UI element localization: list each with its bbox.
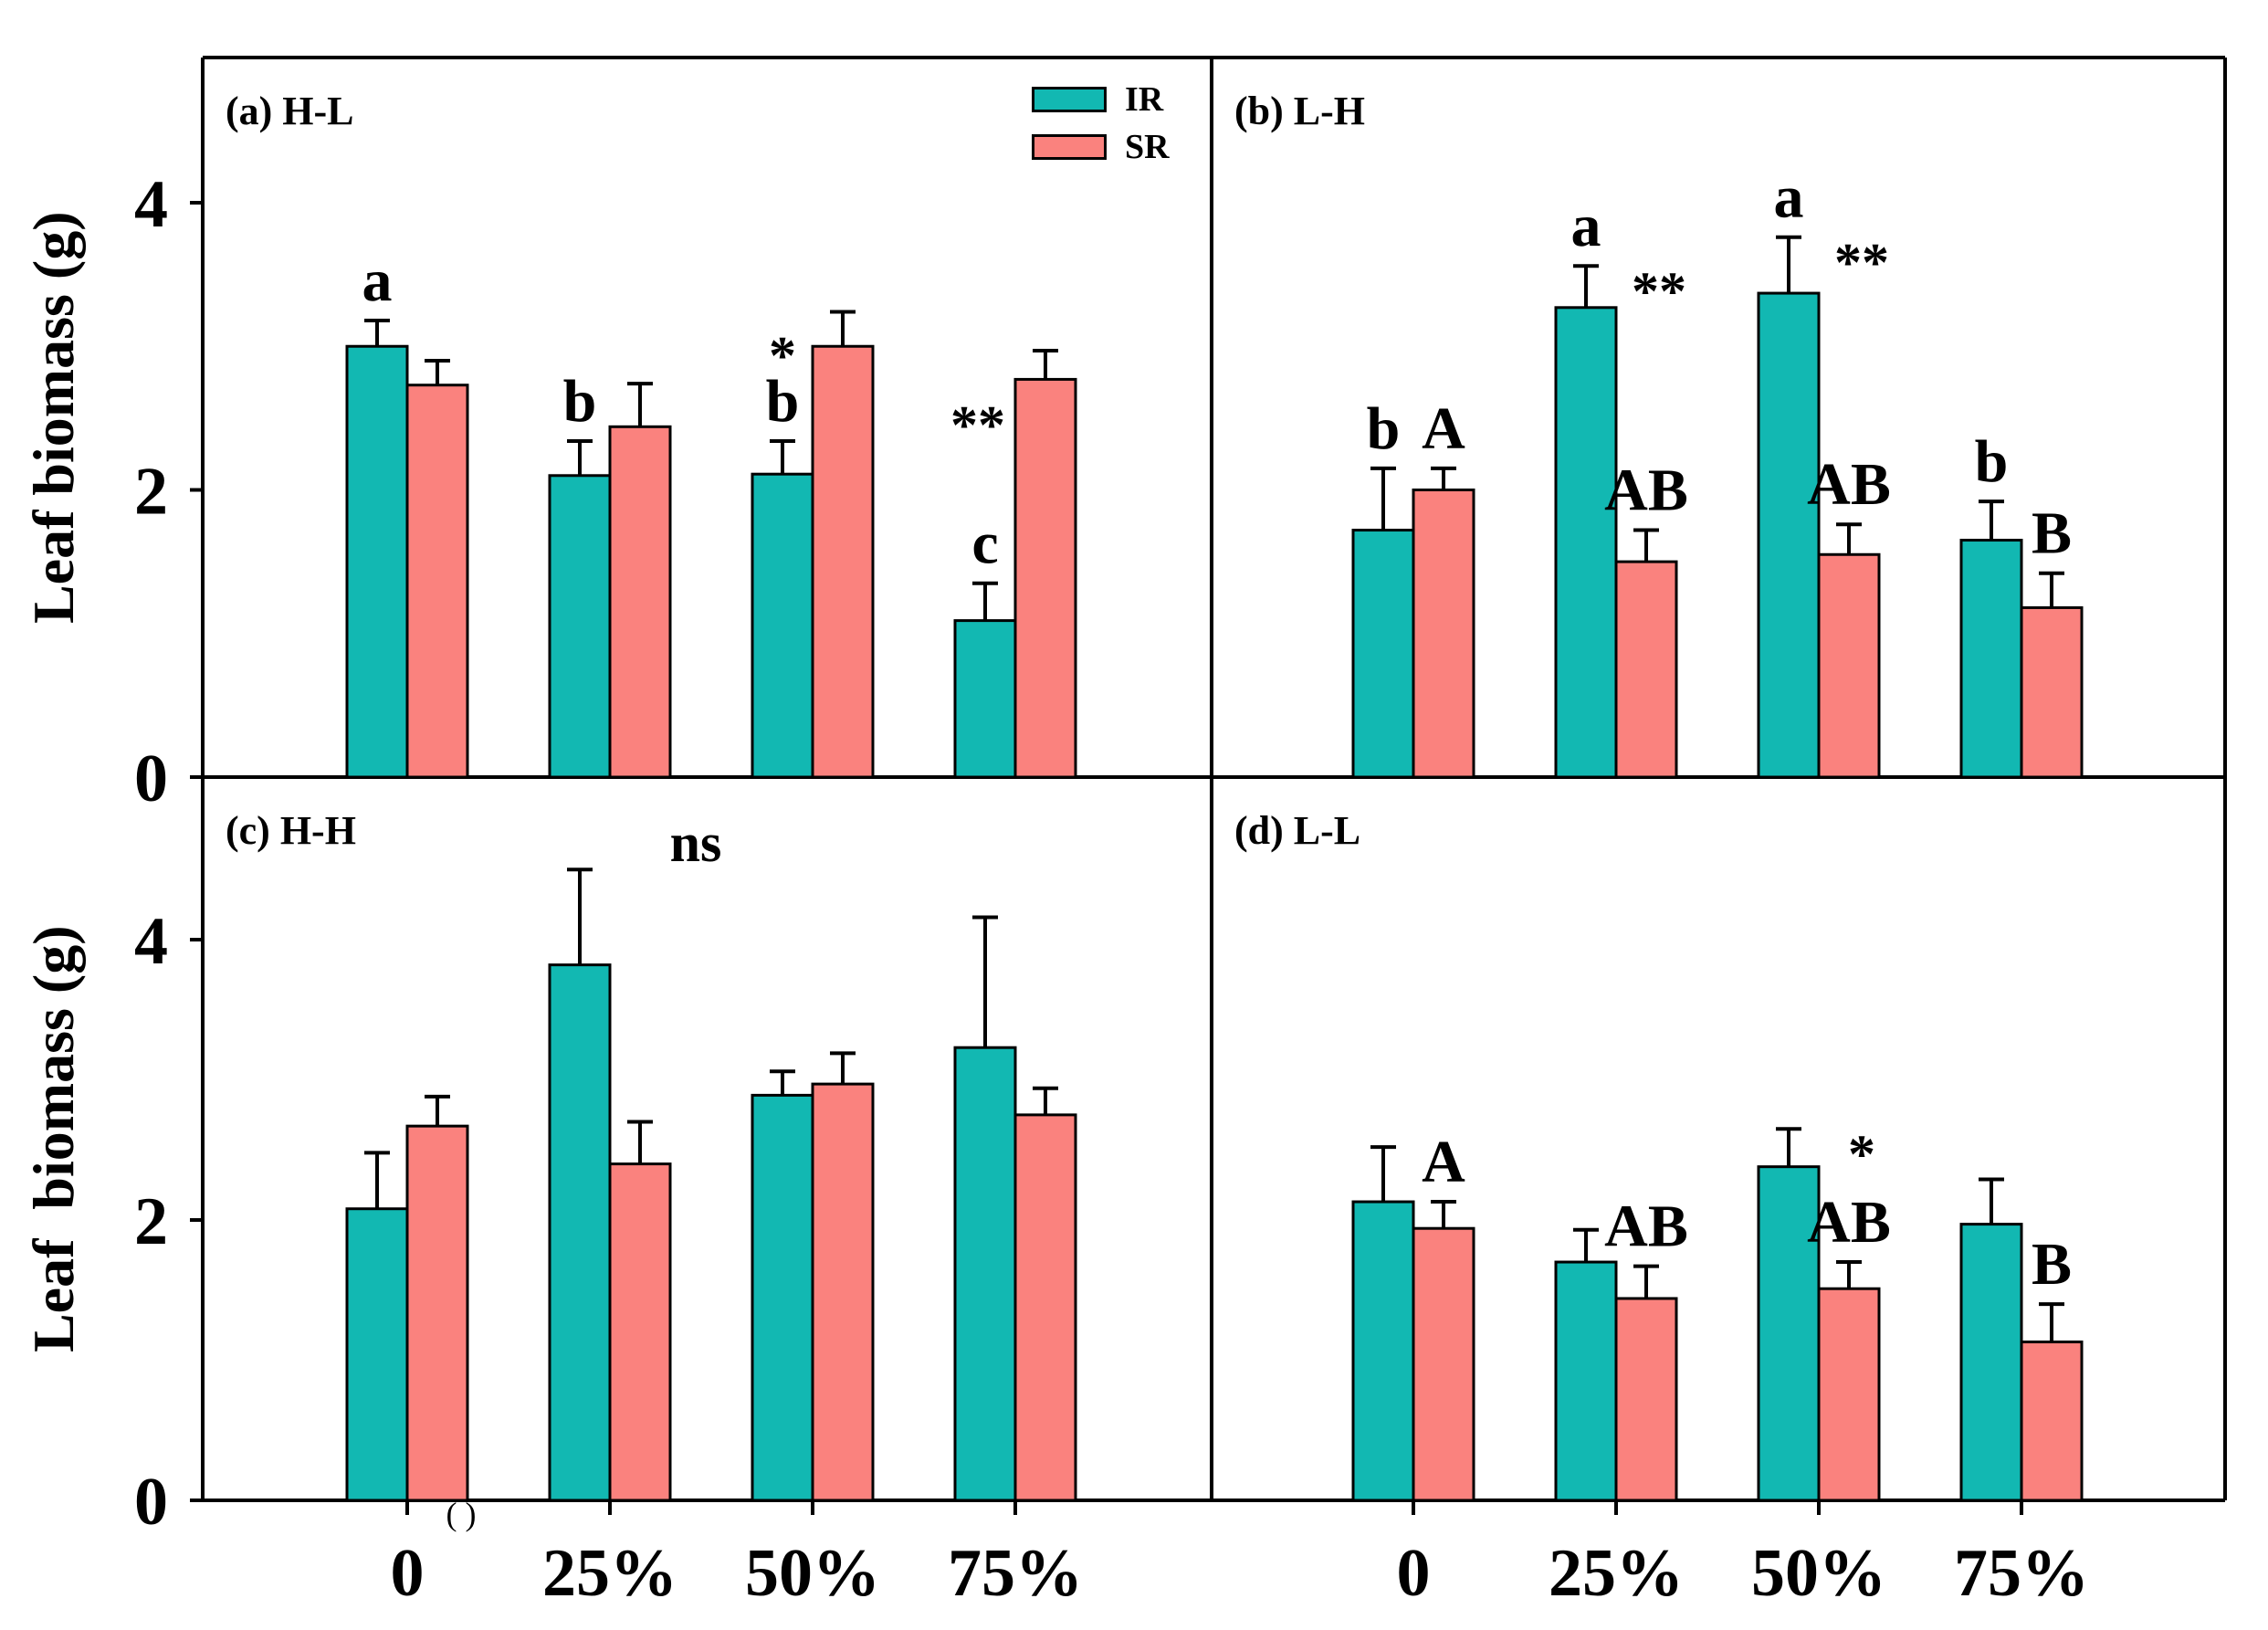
significance-letter-a: a <box>362 247 393 314</box>
bar-b-SR-0 <box>1412 489 1475 779</box>
bar-a-IR-1 <box>548 474 612 779</box>
panel-label-a: (a) H-L <box>226 89 354 133</box>
bar-c-IR-1 <box>548 963 612 1502</box>
significance-asterisk-d: * <box>1848 1124 1875 1184</box>
significance-asterisk-b: ** <box>1834 233 1889 293</box>
bar-a-SR-0 <box>405 384 469 779</box>
significance-letter-b: b <box>1367 395 1401 462</box>
bar-d-SR-1 <box>1614 1297 1678 1502</box>
y-tick-label-row0: 2 <box>134 455 168 530</box>
significance-letter-d: A <box>1422 1129 1465 1195</box>
bar-b-SR-3 <box>2020 605 2084 779</box>
significance-letter-a: b <box>563 368 597 435</box>
significance-letter-b: b <box>1975 428 2009 495</box>
bar-b-IR-2 <box>1757 291 1821 779</box>
y-tick-label-row0: 0 <box>134 741 168 816</box>
bar-a-SR-1 <box>608 425 672 779</box>
significance-letter-b: A <box>1422 395 1465 462</box>
bar-c-IR-3 <box>953 1046 1017 1502</box>
legend: IR SR <box>1032 82 1170 177</box>
significance-letter-c: ( ) <box>446 1496 477 1532</box>
legend-label-ir: IR <box>1125 80 1164 119</box>
bar-a-SR-2 <box>811 344 875 779</box>
y-axis-title-bottom: Leaf biomass (g) <box>21 925 86 1352</box>
x-tick-label: 75% <box>1954 1536 2089 1611</box>
significance-asterisk-a: * <box>769 325 796 385</box>
y-axis-title-top: Leaf biomass (g) <box>21 211 86 624</box>
bar-d-SR-0 <box>1412 1226 1475 1502</box>
x-tick-label: 50% <box>1751 1536 1886 1611</box>
significance-asterisk-b: ** <box>1632 261 1686 321</box>
significance-letter-b: AB <box>1604 457 1688 524</box>
bar-a-IR-2 <box>751 472 814 779</box>
significance-letter-b: a <box>1774 164 1804 231</box>
significance-letter-d: AB <box>1807 1189 1891 1256</box>
bar-d-IR-1 <box>1554 1260 1618 1502</box>
bar-b-IR-3 <box>1959 539 2023 779</box>
panel-label-c: (c) H-H <box>226 808 356 853</box>
significance-letter-d: B <box>2032 1231 2072 1298</box>
significance-asterisk-a: ** <box>950 394 1005 455</box>
significance-letter-b: B <box>2032 500 2072 567</box>
bar-c-IR-2 <box>751 1093 814 1502</box>
x-tick-label: 25% <box>542 1536 677 1611</box>
significance-letter-a: c <box>971 510 998 577</box>
bar-c-IR-0 <box>345 1207 409 1502</box>
bar-b-SR-2 <box>1817 552 1881 779</box>
bar-b-IR-1 <box>1554 306 1618 779</box>
x-tick-label: 25% <box>1549 1536 1684 1611</box>
bar-a-SR-3 <box>1013 377 1077 779</box>
y-tick-label-row0: 4 <box>134 167 168 242</box>
bar-c-SR-1 <box>608 1162 672 1502</box>
significance-letter-a: b <box>766 368 800 435</box>
bar-d-SR-2 <box>1817 1287 1881 1502</box>
bar-a-IR-0 <box>345 344 409 779</box>
legend-row-ir: IR <box>1032 82 1170 117</box>
panel-label-b: (b) L-H <box>1234 89 1365 133</box>
legend-swatch-ir-icon <box>1032 87 1107 112</box>
legend-row-sr: SR <box>1032 130 1170 164</box>
significance-letter-b: AB <box>1807 451 1891 518</box>
y-tick-label-row1: 4 <box>134 904 168 979</box>
significance-letter-d: AB <box>1604 1194 1688 1260</box>
bar-b-SR-1 <box>1614 560 1678 779</box>
significance-letter-b: a <box>1571 193 1601 259</box>
bar-c-SR-3 <box>1013 1113 1077 1502</box>
x-tick-label: 75% <box>948 1536 1083 1611</box>
panel-label-d: (d) L-L <box>1234 808 1361 853</box>
significance-letter-c: ns <box>670 813 722 873</box>
bar-a-IR-3 <box>953 619 1017 779</box>
x-tick-label: 50% <box>745 1536 880 1611</box>
y-tick-label-row1: 2 <box>134 1184 168 1259</box>
bar-d-SR-3 <box>2020 1341 2084 1502</box>
bar-c-SR-2 <box>811 1082 875 1502</box>
bar-c-SR-0 <box>405 1124 469 1502</box>
bar-d-IR-0 <box>1351 1200 1415 1502</box>
legend-swatch-sr-icon <box>1032 134 1107 160</box>
x-tick-label: 0 <box>1397 1536 1431 1611</box>
legend-label-sr: SR <box>1125 128 1170 166</box>
bar-b-IR-0 <box>1351 529 1415 779</box>
x-tick-label: 0 <box>391 1536 425 1611</box>
y-tick-label-row1: 0 <box>134 1465 168 1540</box>
bar-d-IR-3 <box>1959 1223 2023 1502</box>
